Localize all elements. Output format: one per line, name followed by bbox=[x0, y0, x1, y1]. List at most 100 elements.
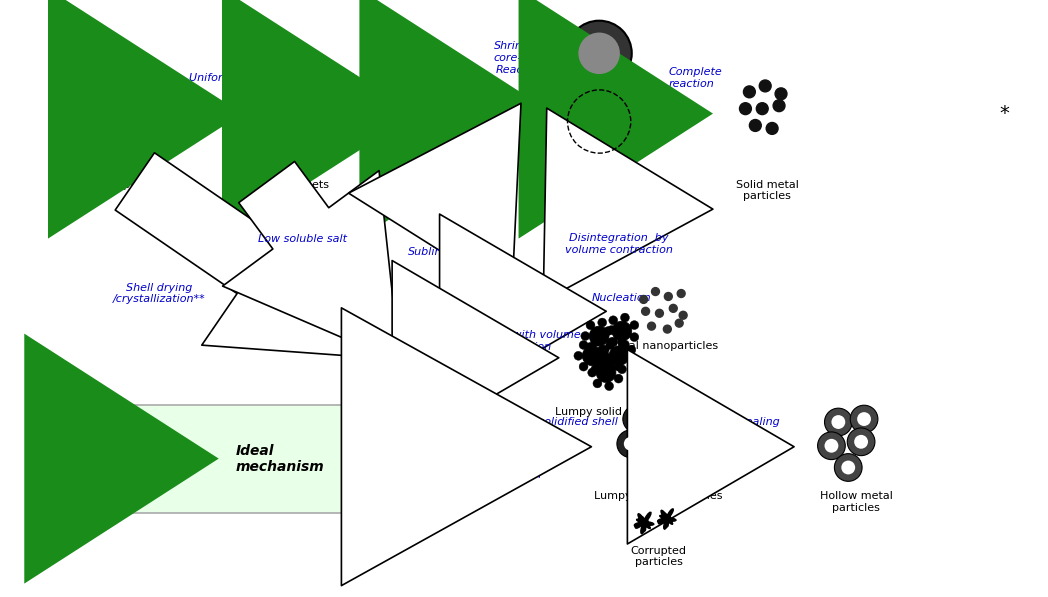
Circle shape bbox=[418, 342, 440, 364]
Text: Solid metal
particles: Solid metal particles bbox=[736, 180, 799, 201]
Circle shape bbox=[834, 454, 863, 481]
Text: Corrupted
particles: Corrupted particles bbox=[631, 546, 686, 567]
Circle shape bbox=[588, 368, 596, 377]
Circle shape bbox=[766, 122, 778, 134]
Circle shape bbox=[593, 379, 602, 388]
Circle shape bbox=[679, 311, 687, 319]
Circle shape bbox=[387, 359, 396, 368]
Circle shape bbox=[673, 432, 687, 446]
Circle shape bbox=[387, 347, 396, 357]
Circle shape bbox=[675, 415, 690, 429]
Circle shape bbox=[773, 100, 785, 112]
Circle shape bbox=[422, 367, 444, 389]
Text: Complete
reaction: Complete reaction bbox=[669, 67, 722, 89]
Circle shape bbox=[506, 323, 515, 331]
Circle shape bbox=[591, 338, 599, 347]
Circle shape bbox=[641, 307, 650, 315]
Text: Sublimation: Sublimation bbox=[408, 247, 474, 257]
Circle shape bbox=[450, 103, 476, 128]
Circle shape bbox=[395, 340, 406, 350]
Circle shape bbox=[421, 361, 431, 371]
Circle shape bbox=[419, 319, 429, 330]
Circle shape bbox=[614, 374, 623, 383]
Circle shape bbox=[624, 437, 637, 451]
Circle shape bbox=[825, 408, 852, 436]
Circle shape bbox=[850, 405, 878, 433]
Circle shape bbox=[497, 288, 504, 296]
Circle shape bbox=[441, 373, 452, 383]
Circle shape bbox=[410, 421, 437, 449]
Circle shape bbox=[436, 362, 446, 372]
Text: Metal nanoparticles: Metal nanoparticles bbox=[608, 341, 719, 351]
Circle shape bbox=[526, 311, 533, 319]
Circle shape bbox=[488, 307, 497, 315]
Text: Disintegration  by
volume contraction: Disintegration by volume contraction bbox=[565, 233, 673, 255]
Circle shape bbox=[597, 345, 607, 354]
Circle shape bbox=[648, 322, 655, 330]
Circle shape bbox=[596, 363, 616, 383]
Circle shape bbox=[609, 346, 629, 366]
Circle shape bbox=[667, 425, 694, 453]
Circle shape bbox=[620, 313, 630, 322]
Circle shape bbox=[439, 315, 450, 325]
Circle shape bbox=[617, 338, 627, 347]
Circle shape bbox=[586, 343, 595, 351]
FancyBboxPatch shape bbox=[121, 405, 372, 513]
Text: Solid salt
particles: Solid salt particles bbox=[437, 180, 488, 201]
Circle shape bbox=[500, 309, 508, 317]
Text: Lumpy solid particles: Lumpy solid particles bbox=[554, 407, 673, 417]
Circle shape bbox=[254, 98, 279, 124]
Circle shape bbox=[444, 325, 454, 335]
Circle shape bbox=[623, 405, 651, 433]
Circle shape bbox=[675, 319, 683, 327]
Circle shape bbox=[433, 337, 442, 347]
Circle shape bbox=[401, 344, 411, 354]
Circle shape bbox=[580, 362, 588, 371]
Circle shape bbox=[398, 325, 420, 347]
Circle shape bbox=[433, 358, 442, 368]
Circle shape bbox=[401, 387, 411, 398]
Text: Drying droplets: Drying droplets bbox=[243, 180, 329, 190]
Circle shape bbox=[254, 76, 279, 101]
Circle shape bbox=[508, 294, 516, 301]
Circle shape bbox=[413, 385, 422, 395]
Circle shape bbox=[599, 98, 615, 113]
Text: Reaction of solidified shell: Reaction of solidified shell bbox=[472, 417, 617, 427]
Circle shape bbox=[419, 404, 446, 432]
Circle shape bbox=[398, 368, 420, 390]
Circle shape bbox=[413, 364, 422, 374]
Circle shape bbox=[607, 337, 616, 346]
Circle shape bbox=[817, 432, 846, 460]
Circle shape bbox=[401, 318, 411, 328]
Circle shape bbox=[393, 401, 420, 429]
Circle shape bbox=[647, 402, 674, 430]
Circle shape bbox=[661, 463, 675, 476]
Circle shape bbox=[847, 428, 875, 456]
Circle shape bbox=[630, 412, 643, 426]
Circle shape bbox=[567, 21, 632, 86]
Circle shape bbox=[605, 355, 613, 364]
Circle shape bbox=[617, 365, 627, 374]
Circle shape bbox=[416, 367, 425, 377]
Circle shape bbox=[605, 381, 613, 390]
Circle shape bbox=[601, 345, 609, 354]
Circle shape bbox=[418, 374, 428, 384]
Circle shape bbox=[528, 300, 536, 307]
Circle shape bbox=[583, 346, 603, 366]
Text: Annealing: Annealing bbox=[724, 417, 780, 427]
Circle shape bbox=[617, 430, 645, 458]
Circle shape bbox=[383, 426, 411, 454]
Circle shape bbox=[515, 306, 522, 313]
Circle shape bbox=[586, 94, 603, 110]
Text: Salt vapor: Salt vapor bbox=[482, 341, 539, 351]
Circle shape bbox=[395, 366, 406, 376]
Circle shape bbox=[419, 331, 429, 341]
Circle shape bbox=[630, 321, 639, 330]
Circle shape bbox=[428, 312, 438, 322]
Circle shape bbox=[581, 331, 590, 340]
Circle shape bbox=[627, 358, 636, 366]
Circle shape bbox=[421, 335, 431, 344]
Circle shape bbox=[425, 386, 435, 395]
Circle shape bbox=[290, 96, 316, 122]
Circle shape bbox=[425, 319, 446, 341]
